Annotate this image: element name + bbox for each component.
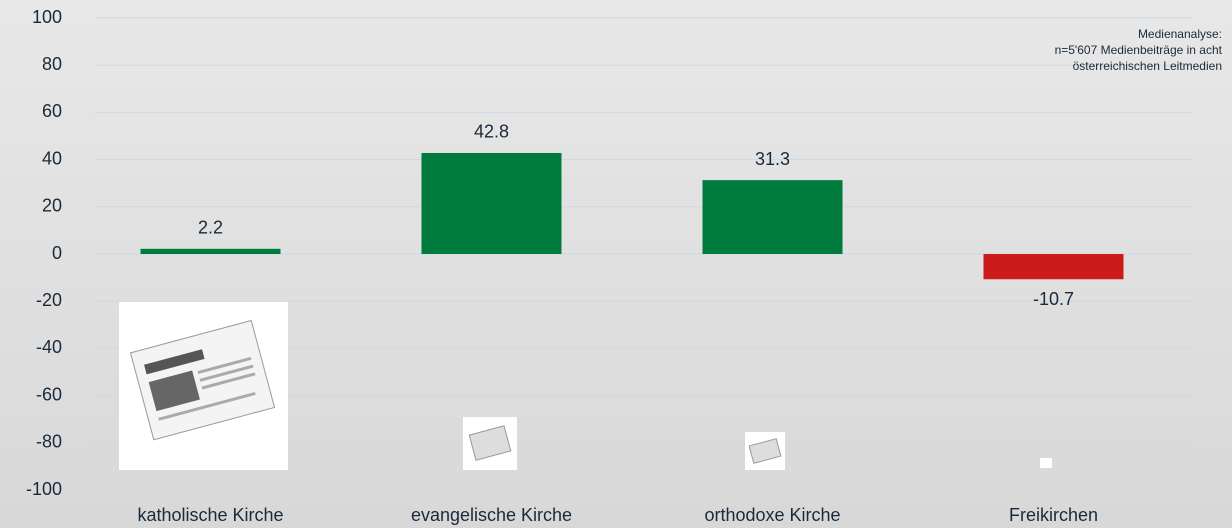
y-tick-label: 20 [42,196,62,216]
value-label: 42.8 [474,122,509,142]
newspaper-icons [119,302,1052,470]
y-tick-label: -100 [26,479,62,499]
newspaper-drawing [129,319,276,441]
newspaper-image [1040,458,1052,468]
text-line [201,372,256,390]
bar [140,248,281,254]
y-tick-label: -20 [36,290,62,310]
y-tick-label: 40 [42,148,62,168]
y-tick-label: -40 [36,337,62,357]
annotation: n=5'607 Medienbeiträge in acht [1055,43,1223,57]
x-tick-label: Freikirchen [1009,505,1098,525]
value-label: -10.7 [1033,289,1074,309]
value-label: 31.3 [755,149,790,169]
y-tick-label: -80 [36,432,62,452]
annotation: Medienanalyse: [1138,27,1222,41]
headline [144,349,205,375]
bar [421,152,562,254]
paper [748,438,782,464]
x-tick-label: katholische Kirche [137,505,283,525]
y-tick-label: 60 [42,101,62,121]
value-label: 2.2 [198,218,223,238]
x-tick-label: evangelische Kirche [411,505,572,525]
text-line [199,364,254,382]
bar [983,254,1124,280]
x-tick-label: orthodoxe Kirche [704,505,840,525]
y-tick-label: -60 [36,384,62,404]
paper [468,425,512,461]
photo [148,370,200,412]
text-line [197,356,252,375]
text-line [158,391,256,421]
y-tick-label: 100 [32,7,62,27]
annotation: österreichischen Leitmedien [1073,59,1222,73]
y-tick-label: 0 [52,243,62,263]
y-tick-label: 80 [42,54,62,74]
bar [702,180,843,254]
